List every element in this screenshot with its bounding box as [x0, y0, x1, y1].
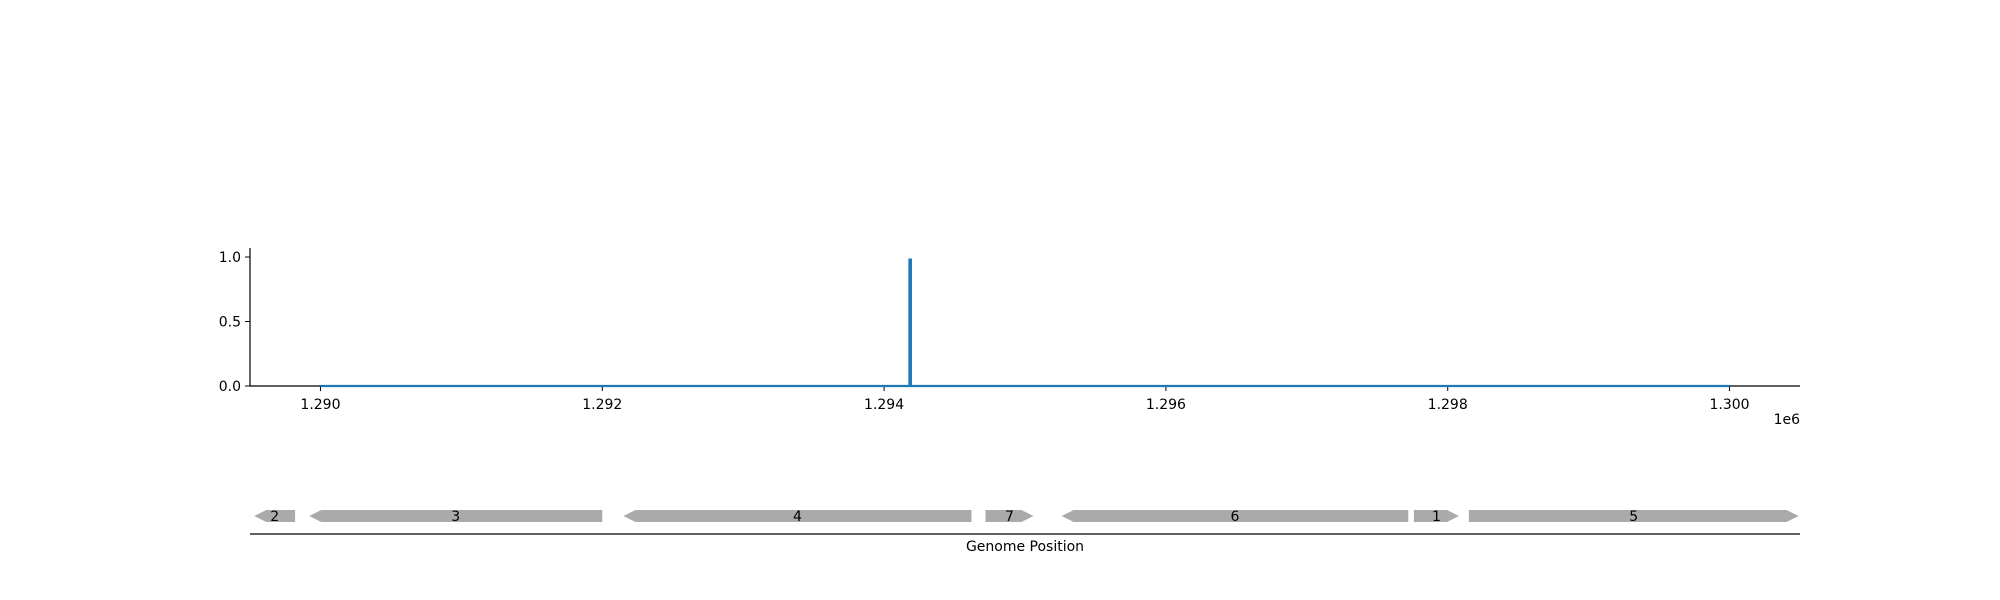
gene-arrow	[1468, 510, 1799, 522]
x-tick-label: 1.296	[1146, 397, 1186, 413]
x-ticks: 1.290 1.292 1.294 1.296 1.298 1.300	[300, 386, 1750, 413]
series-layer	[320, 258, 1730, 388]
signal-line	[320, 258, 1730, 388]
gene-arrow	[309, 510, 603, 522]
gene-label: 4	[793, 509, 802, 525]
genes-layer: 2 3 4 7 6 1 5	[254, 509, 1799, 525]
x-tick-label: 1.300	[1709, 397, 1749, 413]
x-tick-label: 1.298	[1428, 397, 1468, 413]
gene-label: 3	[451, 509, 460, 525]
y-tick-label: 0.0	[219, 379, 241, 395]
x-tick-label: 1.292	[582, 397, 622, 413]
gene-track: 2 3 4 7 6 1 5 Genome Position	[250, 509, 1800, 555]
x-tick-label: 1.290	[300, 397, 340, 413]
y-tick-label: 0.5	[219, 315, 241, 331]
gene-track-axis-label: Genome Position	[966, 539, 1084, 555]
gene-label: 7	[1005, 509, 1014, 525]
y-tick-label: 1.0	[219, 250, 241, 266]
gene-arrow	[1413, 510, 1459, 522]
gene-arrow	[985, 510, 1034, 522]
gene-label: 6	[1230, 509, 1239, 525]
gene-arrow	[254, 510, 296, 522]
gene-label: 2	[270, 509, 279, 525]
gene-arrow	[623, 510, 972, 522]
y-ticks: 0.0 0.5 1.0	[219, 250, 250, 395]
x-offset-label: 1e6	[1774, 412, 1801, 428]
gene-label: 1	[1432, 509, 1441, 525]
x-tick-label: 1.294	[864, 397, 904, 413]
gene-label: 5	[1629, 509, 1638, 525]
signal-plot: 0.0 0.5 1.0 1.290 1.292 1.294 1.296 1.298 1.300…	[219, 248, 1800, 428]
gene-arrow	[1061, 510, 1409, 522]
